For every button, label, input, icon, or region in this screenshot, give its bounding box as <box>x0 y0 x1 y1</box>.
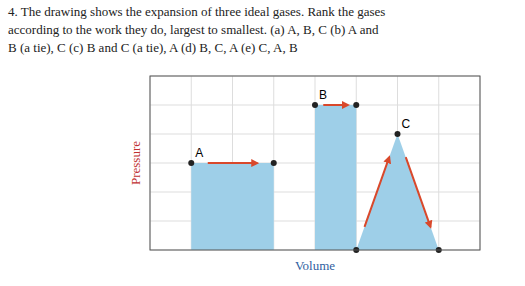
direction-arrow <box>323 104 348 106</box>
area <box>191 163 274 250</box>
title-line: B (a tie), C (c) B and C (a tie), A (d) … <box>8 40 298 55</box>
series-label: A <box>195 146 203 160</box>
x-axis-label: Volume <box>295 258 335 273</box>
direction-arrow <box>365 157 390 227</box>
series-label: C <box>402 117 411 131</box>
direction-arrow <box>406 157 431 227</box>
direction-arrow <box>208 162 258 164</box>
area <box>315 105 356 250</box>
series-label: B <box>319 88 327 102</box>
point <box>353 102 359 108</box>
plot-area <box>191 105 439 250</box>
point <box>271 160 277 166</box>
point <box>395 131 401 137</box>
area <box>356 134 439 250</box>
title-line: 4. The drawing shows the expansion of th… <box>8 4 385 19</box>
chart: 4. The drawing shows the expansion of th… <box>0 0 525 286</box>
plot-frame <box>150 76 480 250</box>
point <box>188 160 194 166</box>
y-axis-label: Pressure <box>128 141 143 185</box>
point <box>312 102 318 108</box>
title: 4. The drawing shows the expansion of th… <box>8 4 385 55</box>
title-line: according to the work they do, largest t… <box>8 22 379 37</box>
grid <box>150 76 480 250</box>
